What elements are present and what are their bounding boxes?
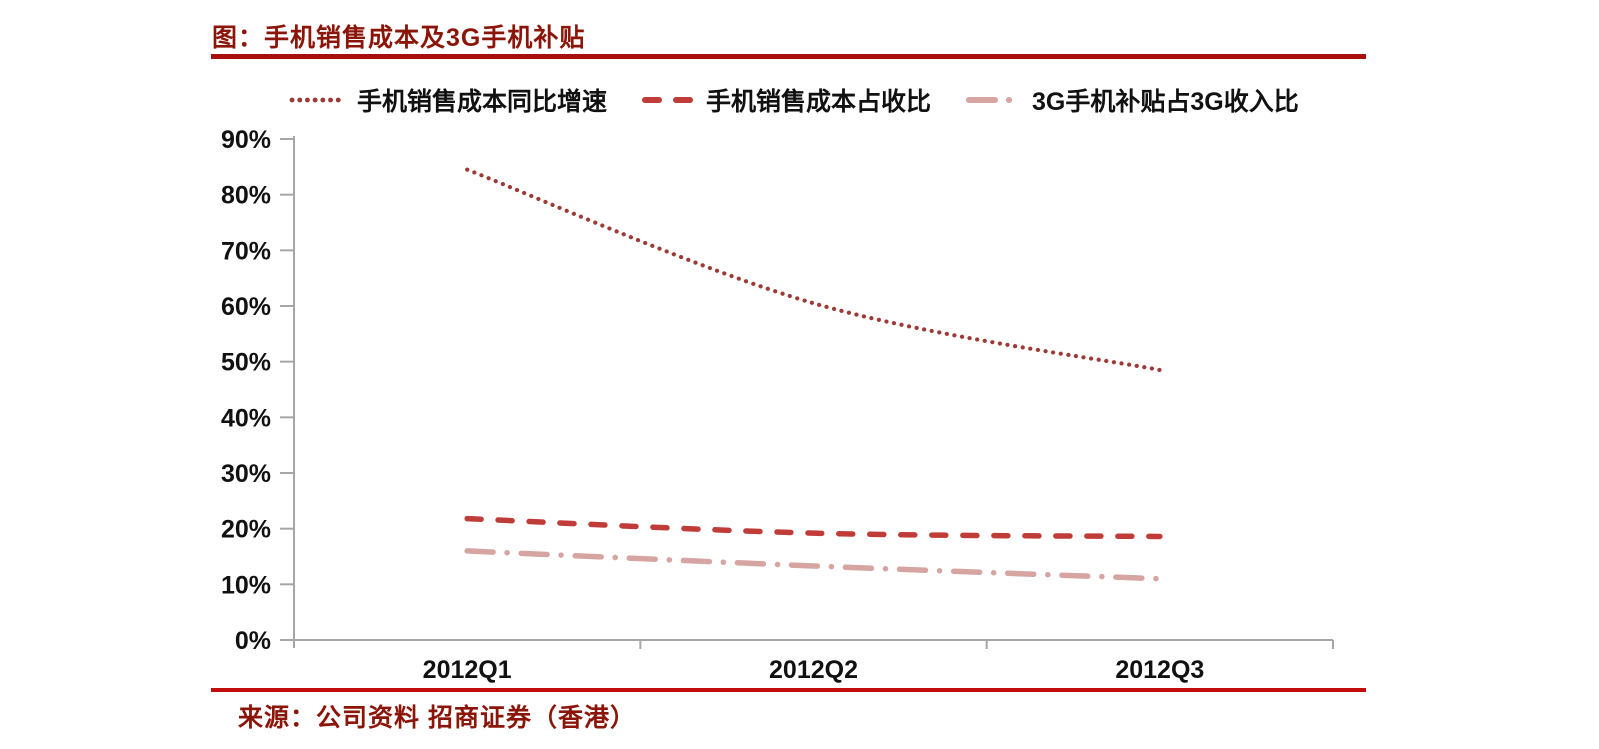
y-tick-label: 30% [221, 460, 271, 488]
dotted-line-icon [289, 97, 346, 103]
legend-label: 手机销售成本同比增速 [357, 88, 608, 116]
source-note: 来源：公司资料 招商证券（香港） [238, 704, 636, 732]
series-line-dashed [464, 515, 1163, 540]
legend: 手机销售成本同比增速 手机销售成本占收比 3G手机补贴占3G收入比 [288, 82, 1388, 118]
x-tick-label: 2012Q2 [769, 656, 858, 684]
legend-label: 3G手机补贴占3G收入比 [1032, 88, 1299, 116]
dashdot-line-icon [965, 96, 1019, 104]
source-divider [211, 688, 1366, 692]
y-tick-label: 0% [235, 627, 271, 655]
legend-label: 手机销售成本占收比 [706, 88, 932, 116]
legend-item-yoy-growth: 手机销售成本同比增速 [288, 82, 607, 118]
x-tick-label: 2012Q3 [1115, 656, 1204, 684]
y-tick-label: 40% [221, 404, 271, 432]
y-tick-label: 10% [221, 571, 271, 599]
y-tick-label: 80% [221, 182, 271, 210]
series-line-dashdot [464, 548, 1163, 582]
legend-item-cost-to-revenue: 手机销售成本占收比 [641, 82, 931, 118]
y-tick-label: 20% [221, 516, 271, 544]
y-tick-label: 50% [221, 349, 271, 377]
x-tick-label: 2012Q1 [423, 656, 512, 684]
title-divider [211, 54, 1366, 59]
series-line-dotted [465, 167, 1162, 373]
y-tick-label: 70% [221, 237, 271, 265]
y-tick-label: 90% [221, 126, 271, 154]
dashed-line-icon [641, 96, 696, 104]
chart-title: 图：手机销售成本及3G手机补贴 [212, 24, 586, 52]
y-tick-label: 60% [221, 293, 271, 321]
legend-item-3g-subsidy: 3G手机补贴占3G收入比 [965, 82, 1299, 118]
